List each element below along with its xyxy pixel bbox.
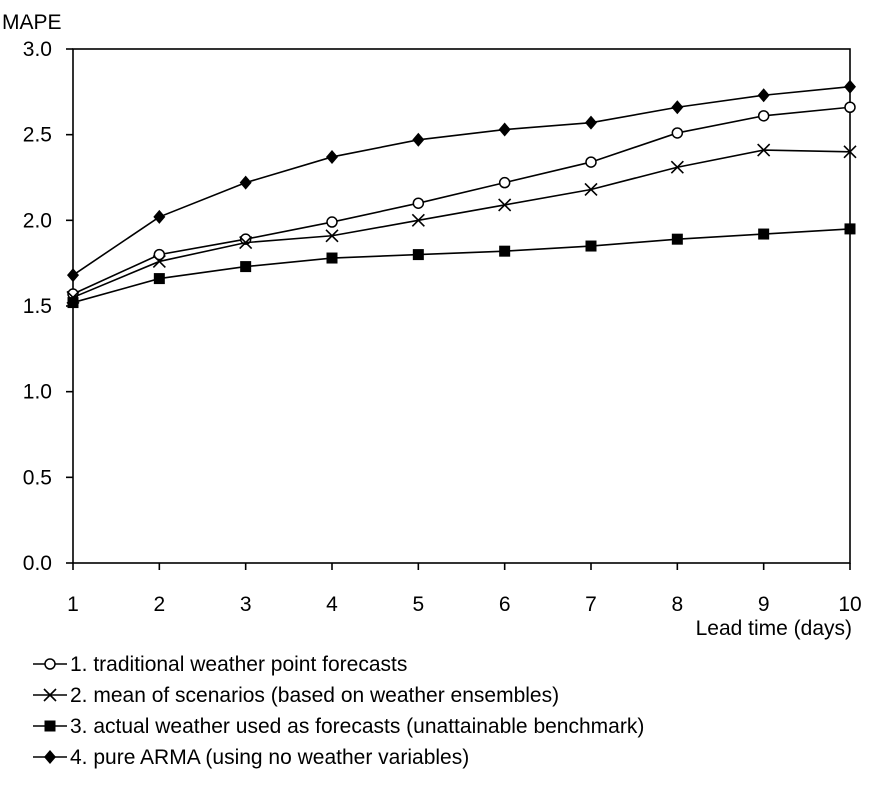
series-1 [67,101,856,300]
data-point-circle [671,127,684,139]
data-point-x [843,145,857,159]
x-tick-label: 2 [153,593,165,616]
data-point-x [670,160,684,174]
x-tick-label: 1 [67,593,79,616]
legend-label: 4. pure ARMA (using no weather variables… [70,746,469,769]
legend-label: 3. actual weather used as forecasts (una… [70,715,644,738]
data-point-diamond [326,149,338,164]
y-tick-label: 2.0 [23,209,52,232]
data-point-diamond [412,132,425,147]
data-point-x [325,229,339,243]
data-point-circle [153,248,166,261]
data-point-x [43,688,57,702]
data-point-circle [498,176,511,189]
legend-item: 3. actual weather used as forecasts (una… [33,715,644,738]
y-tick-label: 2.5 [23,124,52,147]
data-point-x [411,213,425,227]
series-4-line [72,85,851,276]
series-2 [66,143,857,304]
data-point-x [152,254,166,269]
data-point-square [67,297,79,309]
data-point-diamond [239,175,252,190]
data-point-square [44,720,56,732]
data-point-circle [412,197,425,209]
x-tick-label: 3 [240,593,252,616]
data-point-square [326,252,338,264]
series-3-line [72,228,851,304]
y-axis-label: MAPE [2,11,62,34]
data-point-square [153,273,165,285]
x-ticks: 1 2 3 4 5 6 7 8 9 10 [67,563,862,616]
series-4 [67,79,856,283]
x-tick-label: 4 [326,593,338,616]
legend-label: 1. traditional weather point forecasts [70,653,407,676]
data-point-square [499,245,511,257]
x-tick-label: 7 [585,593,597,616]
legend-label: 2. mean of scenarios (based on weather e… [70,684,559,707]
data-point-diamond [844,79,856,94]
data-point-diamond [67,268,79,283]
data-point-square [585,240,597,252]
y-tick-label: 0.5 [23,466,52,489]
x-tick-label: 8 [671,593,683,616]
y-tick-label: 1.5 [23,295,52,318]
data-point-circle [844,101,856,114]
data-point-square [758,228,770,240]
axes [72,48,851,564]
data-point-x [584,182,598,197]
plot-area-frame [72,48,851,564]
data-point-square [240,261,252,273]
data-point-circle [757,110,770,122]
series-group [66,79,857,309]
data-point-diamond [671,100,684,115]
data-point-x [498,198,512,212]
data-point-diamond [44,750,56,764]
data-point-circle [585,156,597,168]
data-point-diamond [585,115,597,130]
x-tick-label: 10 [838,593,861,616]
x-tick-label: 9 [758,593,770,616]
y-tick-label: 0.0 [23,552,52,575]
legend-item: 2. mean of scenarios (based on weather e… [33,684,559,707]
data-point-circle [326,216,338,228]
x-tick-label: 5 [412,593,424,616]
data-point-diamond [153,209,166,224]
series-3 [67,223,856,309]
y-ticks: 0.0 0.5 1.0 1.5 2.0 2.5 3.0 [23,38,73,575]
series-1-line [72,106,851,295]
series-2-line [72,149,851,299]
data-point-diamond [757,88,770,103]
data-point-square [844,223,856,235]
data-point-square [412,249,424,261]
x-tick-label: 6 [499,593,511,616]
y-tick-label: 1.0 [23,381,52,404]
legend: 1. traditional weather point forecasts 2.… [33,653,644,769]
data-point-diamond [498,122,511,137]
legend-item: 1. traditional weather point forecasts [33,653,407,676]
x-axis-label: Lead time (days) [696,617,852,640]
data-point-circle [44,658,56,670]
data-point-square [671,233,683,245]
y-tick-label: 3.0 [23,38,52,61]
legend-item: 4. pure ARMA (using no weather variables… [33,746,469,769]
data-point-x [239,236,253,250]
data-point-x [757,143,771,157]
